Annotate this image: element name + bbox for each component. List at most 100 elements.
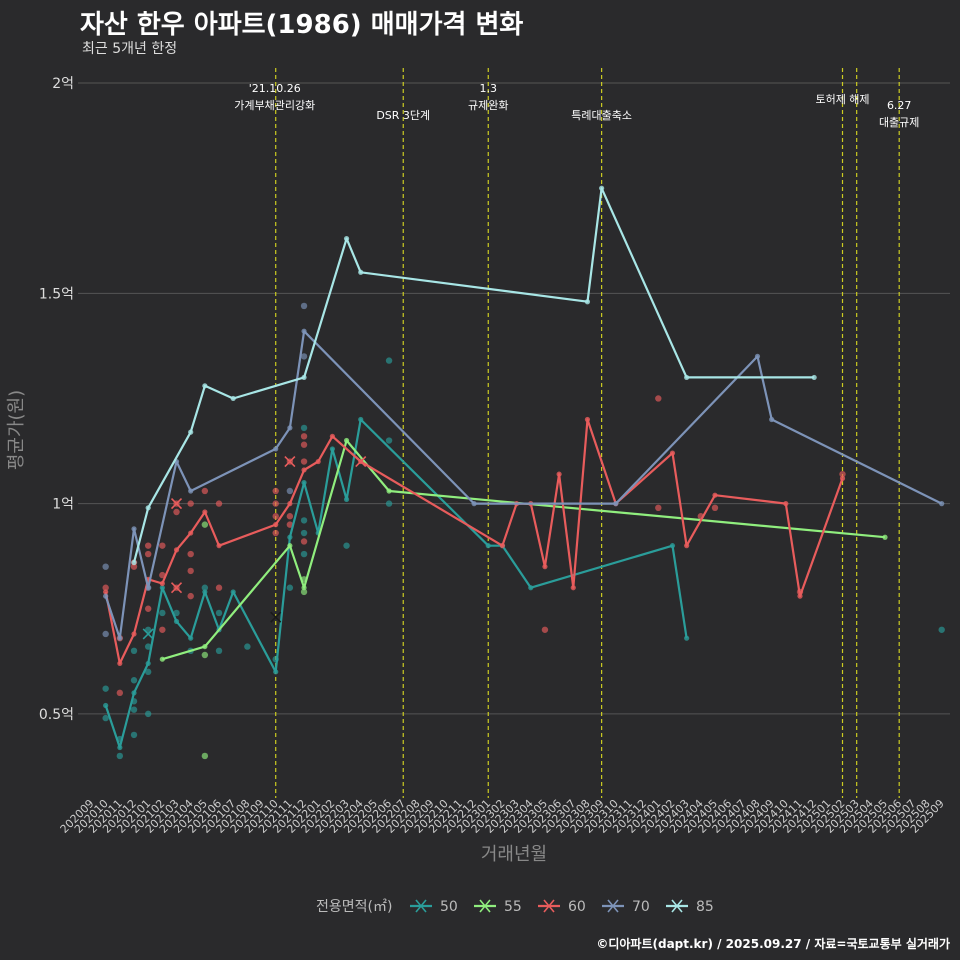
series-marker-55 [343,437,350,444]
data-point-60 [272,500,279,507]
series-marker-50 [103,702,109,709]
data-point-60 [187,592,194,600]
series-marker-70 [117,635,123,641]
cross-marker [284,455,296,468]
series-marker-60 [499,543,506,549]
legend-title: 전용면적(㎡) [316,899,392,915]
cross-marker [170,498,183,510]
series-marker-85 [230,395,236,402]
event-annotation: '21.10.26 [249,82,301,95]
data-point-50 [102,685,109,692]
data-point-50 [116,752,124,760]
series-marker-60 [173,547,180,553]
series-marker-85 [584,299,591,305]
legend-cross-60 [543,899,555,913]
event-annotation: 1.3 [480,82,498,95]
series-marker-70 [613,501,619,507]
series-marker-50 [343,496,350,502]
series-marker-60 [684,543,690,549]
data-point-70 [102,563,109,570]
data-point-55 [201,521,209,528]
y-tick-label: 0.5억 [39,707,74,723]
data-point-60 [187,567,194,575]
series-marker-60 [315,458,321,465]
series-marker-60 [301,467,307,473]
series-marker-55 [301,585,307,591]
series-marker-50 [684,635,690,641]
data-point-60 [159,626,166,633]
series-marker-60 [273,522,279,528]
cross-marker [355,455,367,468]
data-point-50 [215,647,223,654]
series-marker-85 [343,236,350,242]
series-marker-50 [528,585,534,591]
data-point-60 [272,487,279,495]
data-point-60 [839,470,846,478]
data-point-60 [300,458,308,465]
series-marker-70 [273,446,279,452]
data-point-70 [300,302,308,310]
legend-label-50: 50 [440,899,458,915]
data-point-50 [215,609,223,617]
series-marker-60 [117,660,123,667]
data-point-50 [144,710,152,718]
data-point-50 [102,714,109,722]
series-marker-60 [839,475,846,481]
series-marker-50 [669,543,676,549]
data-point-60 [286,513,294,520]
series-marker-50 [145,660,151,667]
cross-marker [170,582,183,594]
data-point-50 [300,517,308,524]
series-marker-70 [145,585,151,591]
legend-label-85: 85 [696,899,714,915]
series-marker-60 [131,631,137,637]
data-point-50 [130,706,138,713]
data-point-60 [130,563,138,570]
series-marker-55 [159,656,165,662]
legend-label-55: 55 [504,899,522,915]
series-marker-60 [159,580,165,587]
data-point-50 [385,437,393,444]
series-line-70 [104,330,943,640]
series-marker-55 [202,643,208,650]
legend-label-60: 60 [568,899,586,915]
series-marker-70 [301,328,307,334]
series-marker-70 [103,593,109,599]
series-marker-70 [287,425,293,431]
data-point-55 [201,752,209,760]
data-point-70 [300,353,308,360]
series-marker-70 [939,501,945,507]
series-marker-55 [882,534,888,540]
series-marker-60 [542,564,548,570]
series-marker-85 [358,269,364,275]
series-marker-85 [188,429,194,435]
source-caption: ©디아파트(dapt.kr) / 2025.09.27 / 자료=국토교통부 실… [596,937,950,951]
series-marker-50 [485,543,491,549]
data-point-55 [201,651,209,659]
data-point-60 [215,500,223,507]
series-marker-55 [386,488,392,494]
data-point-60 [300,433,308,440]
data-point-50 [173,609,180,617]
data-point-60 [187,500,194,507]
data-point-70 [286,487,294,495]
data-point-50 [130,731,138,739]
series-marker-85 [811,374,817,381]
data-point-50 [144,668,152,676]
data-point-70 [102,630,109,638]
data-point-60 [116,689,124,697]
series-marker-60 [556,471,562,477]
series-marker-85 [301,374,307,381]
series-marker-85 [599,185,605,191]
y-tick-label: 1억 [52,497,74,513]
data-point-60 [541,626,549,633]
chart-title: 자산 한우 아파트(1986) 매매가격 변화 [80,10,524,40]
data-point-50 [300,550,308,558]
event-annotation: 특례대출축소 [571,109,632,122]
legend-cross-50 [415,899,427,913]
data-point-60 [711,504,719,512]
legend-cross-55 [479,899,491,913]
series-marker-60 [103,589,109,595]
series-marker-50 [287,534,293,540]
series-marker-60 [287,501,293,507]
